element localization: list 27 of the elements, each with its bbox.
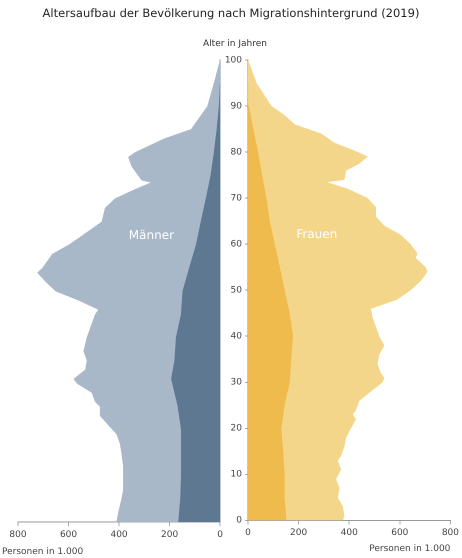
x-tick-label: 400: [110, 530, 128, 540]
y-tick-label: 80: [230, 147, 242, 158]
x-tick-label: 600: [60, 530, 78, 540]
y-tick-label: 100: [224, 55, 242, 66]
x-tick-label: 0: [245, 528, 252, 538]
y-tick-label: 90: [230, 101, 242, 112]
y-tick-label: 20: [230, 424, 242, 434]
y-tick-label: 50: [230, 286, 242, 296]
y-tick-label: 60: [230, 240, 242, 250]
x-tick-label: 200: [290, 528, 308, 538]
x-tick-label: 200: [161, 530, 178, 540]
y-tick-label: 40: [230, 332, 242, 342]
chart-title: Altersaufbau der Bevölkerung nach Migrationshintergrund (2019): [42, 6, 420, 20]
x-tick-label: 0: [217, 530, 224, 540]
y-tick-label: 30: [230, 378, 242, 388]
y-tick-label: 70: [230, 193, 242, 204]
x-axis-title: Personen in 1.000: [369, 544, 451, 554]
x-axis-title: Personen in 1.000: [2, 546, 84, 557]
series-label: Frauen: [296, 227, 338, 242]
y-axis-title: Alter in Jahren: [203, 38, 267, 49]
x-tick-label: 400: [340, 528, 358, 538]
x-tick-label: 800: [442, 528, 460, 538]
series-label: Männer: [128, 228, 174, 242]
x-tick-label: 600: [391, 528, 409, 538]
x-tick-label: 800: [9, 530, 27, 540]
y-tick-label: 10: [230, 470, 242, 480]
y-tick-label: 0: [236, 516, 242, 526]
